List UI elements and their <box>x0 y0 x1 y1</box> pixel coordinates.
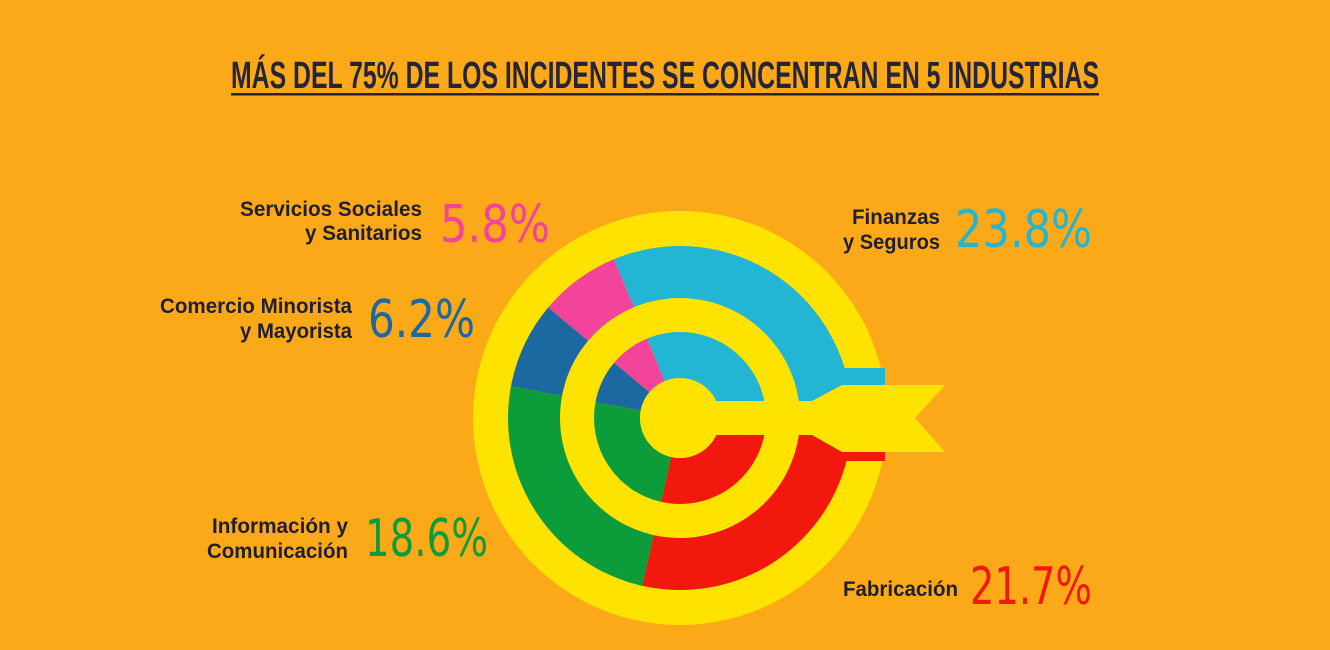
value-number: 23.8 <box>955 200 1051 260</box>
value-label-fabricacion: 21.7% <box>970 557 1092 617</box>
fabricacion-band-end <box>836 452 885 461</box>
inner-ring-slice-informacion <box>594 402 672 502</box>
label-finanzas-line1: Finanzas <box>852 206 940 229</box>
value-number: 6.2 <box>368 290 435 350</box>
outer-ring-slice-informacion <box>508 386 654 586</box>
value-unit: % <box>1051 200 1092 260</box>
label-comercio-line2: y Mayorista <box>240 320 352 343</box>
label-informacion-line2: Comunicación <box>207 540 348 563</box>
label-comercio-line1: Comercio Minorista <box>160 295 352 318</box>
arrow-fletching-icon <box>812 385 945 452</box>
label-finanzas-line2: y Seguros <box>843 231 940 254</box>
outer-ring-slice-comercio <box>510 307 589 396</box>
target-center-disk <box>640 378 720 458</box>
inner-ring-slice-servicios <box>614 338 665 393</box>
value-number: 21.7 <box>970 557 1056 617</box>
outer-ring-slice-finanzas <box>613 245 852 418</box>
outer-ring-slice-servicios <box>548 259 634 341</box>
outer-ring-slice-fabricacion <box>642 418 852 590</box>
value-label-informacion: 18.6% <box>365 509 488 569</box>
inner-ring-slice-finanzas <box>646 332 766 418</box>
finanzas-band-end <box>836 368 885 385</box>
label-informacion-line1: Información y <box>212 515 348 538</box>
value-unit: % <box>435 290 475 350</box>
label-servicios-line1: Servicios Sociales <box>240 198 422 221</box>
outer-ring <box>508 245 852 590</box>
value-label-finanzas: 23.8% <box>955 200 1092 260</box>
inner-ring-slice-fabricacion <box>661 418 766 504</box>
value-unit: % <box>451 509 488 569</box>
value-number: 18.6 <box>365 509 451 569</box>
value-label-servicios: 5.8% <box>440 195 550 255</box>
value-label-comercio: 6.2% <box>368 290 475 350</box>
label-servicios-line2: y Sanitarios <box>305 222 422 245</box>
label-fabricacion-line1: Fabricación <box>843 578 958 601</box>
value-number: 5.8 <box>440 195 509 255</box>
title-underline <box>231 93 1099 96</box>
value-unit: % <box>509 195 550 255</box>
inner-ring <box>594 332 766 504</box>
inner-ring-slice-comercio <box>595 362 650 411</box>
chart-title: MÁS DEL 75% DE LOS INCIDENTES SE CONCENT… <box>231 53 1099 97</box>
value-unit: % <box>1056 557 1092 617</box>
